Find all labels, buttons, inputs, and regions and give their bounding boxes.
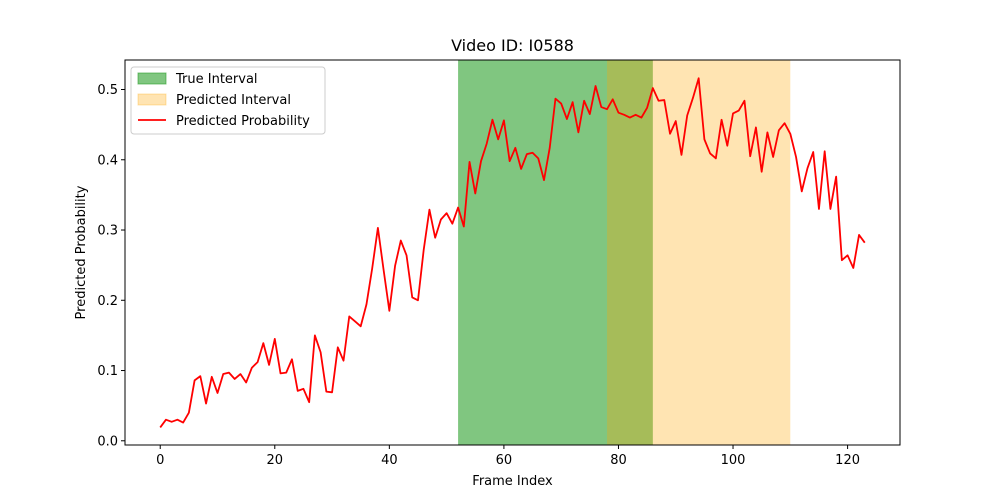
y-tick-label: 0.0 <box>97 434 118 449</box>
legend: True Interval Predicted Interval Predict… <box>130 66 326 135</box>
legend-label-predicted-probability: Predicted Probability <box>176 114 310 129</box>
y-tick-label: 0.2 <box>97 294 118 309</box>
legend-swatch-true-interval <box>137 72 167 85</box>
chart-title: Video ID: I0588 <box>451 36 574 55</box>
y-tick-label: 0.5 <box>97 83 118 98</box>
plot-frame <box>124 59 901 446</box>
x-axis: 0 20 40 60 80 100 120 <box>156 445 860 468</box>
line-layer <box>159 77 866 428</box>
x-tick-label: 0 <box>156 453 164 468</box>
legend-swatch-predicted-interval <box>137 93 167 106</box>
intervals-layer <box>458 60 791 445</box>
series-line-predicted-probability <box>159 77 866 428</box>
x-tick-label: 20 <box>267 453 284 468</box>
y-axis-title: Predicted Probability <box>74 185 89 319</box>
x-axis-title: Frame Index <box>472 474 553 489</box>
legend-label-true-interval: True Interval <box>175 72 258 87</box>
x-tick-label: 40 <box>381 453 398 468</box>
x-tick-label: 80 <box>610 453 627 468</box>
legend-label-predicted-interval: Predicted Interval <box>176 93 291 108</box>
interval-band-predicted-interval <box>607 60 791 445</box>
y-tick-label: 0.1 <box>97 364 118 379</box>
y-tick-label: 0.3 <box>97 224 118 239</box>
x-tick-label: 120 <box>835 453 860 468</box>
legend-box <box>130 66 326 135</box>
x-tick-label: 100 <box>721 453 746 468</box>
x-tick-label: 60 <box>496 453 513 468</box>
y-tick-label: 0.4 <box>97 153 118 168</box>
y-axis: 0.0 0.1 0.2 0.3 0.4 0.5 <box>97 83 125 449</box>
